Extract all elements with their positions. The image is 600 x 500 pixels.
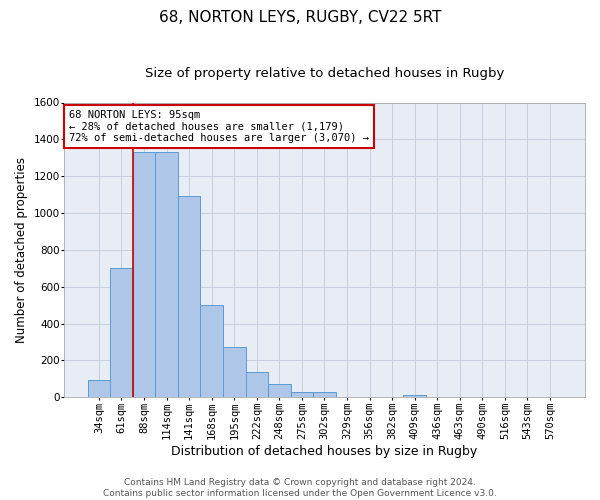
Bar <box>133 152 155 398</box>
Bar <box>110 268 133 398</box>
Y-axis label: Number of detached properties: Number of detached properties <box>15 157 28 343</box>
Text: Contains HM Land Registry data © Crown copyright and database right 2024.
Contai: Contains HM Land Registry data © Crown c… <box>103 478 497 498</box>
Bar <box>403 394 426 398</box>
Bar <box>268 384 290 398</box>
Bar <box>245 372 268 398</box>
Bar <box>223 346 245 398</box>
Title: Size of property relative to detached houses in Rugby: Size of property relative to detached ho… <box>145 68 504 80</box>
Text: 68 NORTON LEYS: 95sqm
← 28% of detached houses are smaller (1,179)
72% of semi-d: 68 NORTON LEYS: 95sqm ← 28% of detached … <box>69 110 369 143</box>
Bar <box>178 196 200 398</box>
Bar <box>290 392 313 398</box>
Bar <box>200 305 223 398</box>
X-axis label: Distribution of detached houses by size in Rugby: Distribution of detached houses by size … <box>172 444 478 458</box>
Text: 68, NORTON LEYS, RUGBY, CV22 5RT: 68, NORTON LEYS, RUGBY, CV22 5RT <box>159 10 441 25</box>
Bar <box>155 152 178 398</box>
Bar <box>313 392 336 398</box>
Bar <box>88 380 110 398</box>
